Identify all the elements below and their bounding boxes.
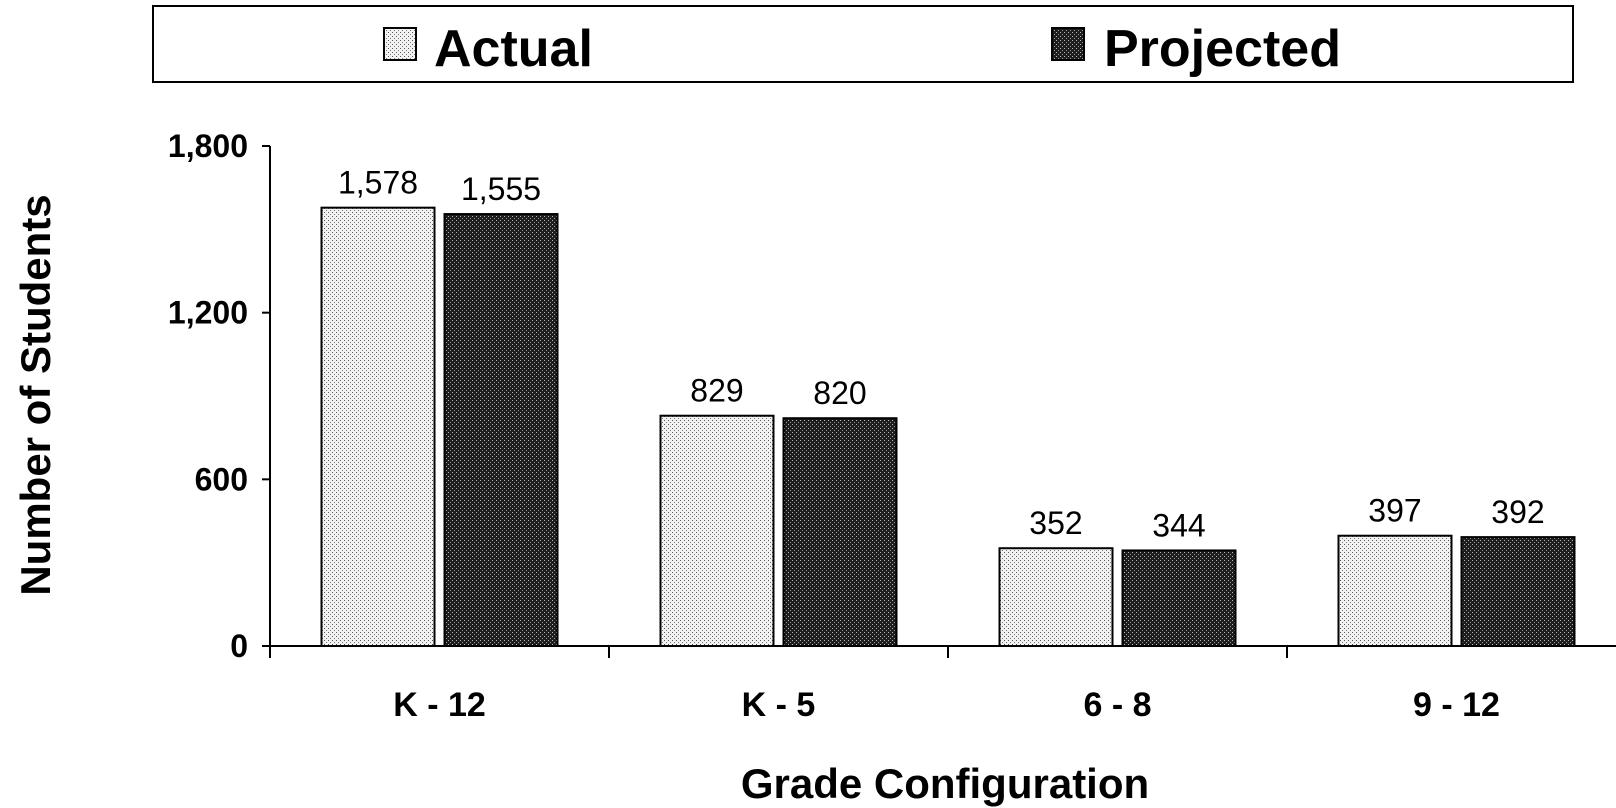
- bar-actual-3: [1337, 534, 1453, 648]
- bar-projected-0: [443, 213, 559, 648]
- data-labels: 1,578 829 352 397 1,555 820 344 392: [338, 165, 1545, 544]
- x-axis: K - 12 K - 5 6 - 8 9 - 12: [269, 645, 1616, 724]
- data-label-actual-1: 829: [690, 373, 743, 409]
- data-label-actual-0: 1,578: [338, 165, 418, 201]
- y-axis: 0 600 1,200 1,800: [168, 128, 271, 664]
- bar-projected-2: [1121, 549, 1237, 648]
- legend-box: [152, 5, 1574, 83]
- data-label-projected-2: 344: [1152, 507, 1205, 543]
- data-label-projected-3: 392: [1491, 494, 1544, 530]
- y-tick-label: 600: [195, 461, 248, 497]
- legend-swatch-projected: [1051, 27, 1085, 61]
- bars: [320, 206, 1576, 648]
- data-label-actual-3: 397: [1368, 493, 1421, 529]
- bar-actual-0: [320, 206, 436, 648]
- legend-swatch-actual: [383, 27, 417, 61]
- data-label-projected-0: 1,555: [461, 171, 541, 207]
- legend-label-actual: Actual: [434, 20, 593, 78]
- data-label-actual-2: 352: [1029, 505, 1082, 541]
- x-tick-label: K - 12: [393, 686, 486, 724]
- legend-label-projected: Projected: [1104, 20, 1341, 78]
- x-axis-title: Grade Configuration: [741, 760, 1149, 807]
- x-tick-label: K - 5: [742, 686, 816, 724]
- y-tick-label: 1,200: [168, 295, 248, 331]
- y-tick-label: 1,800: [168, 128, 248, 164]
- bar-actual-1: [659, 414, 775, 647]
- x-tick-label: 6 - 8: [1083, 686, 1151, 724]
- y-tick-label: 0: [230, 628, 248, 664]
- data-label-projected-1: 820: [813, 375, 866, 411]
- x-tick-label: 9 - 12: [1413, 686, 1500, 724]
- bar-actual-2: [998, 547, 1114, 648]
- bar-projected-3: [1460, 536, 1576, 647]
- legend: Actual Projected: [152, 5, 1574, 83]
- bar-projected-1: [782, 417, 898, 647]
- y-axis-title: Number of Students: [12, 194, 59, 595]
